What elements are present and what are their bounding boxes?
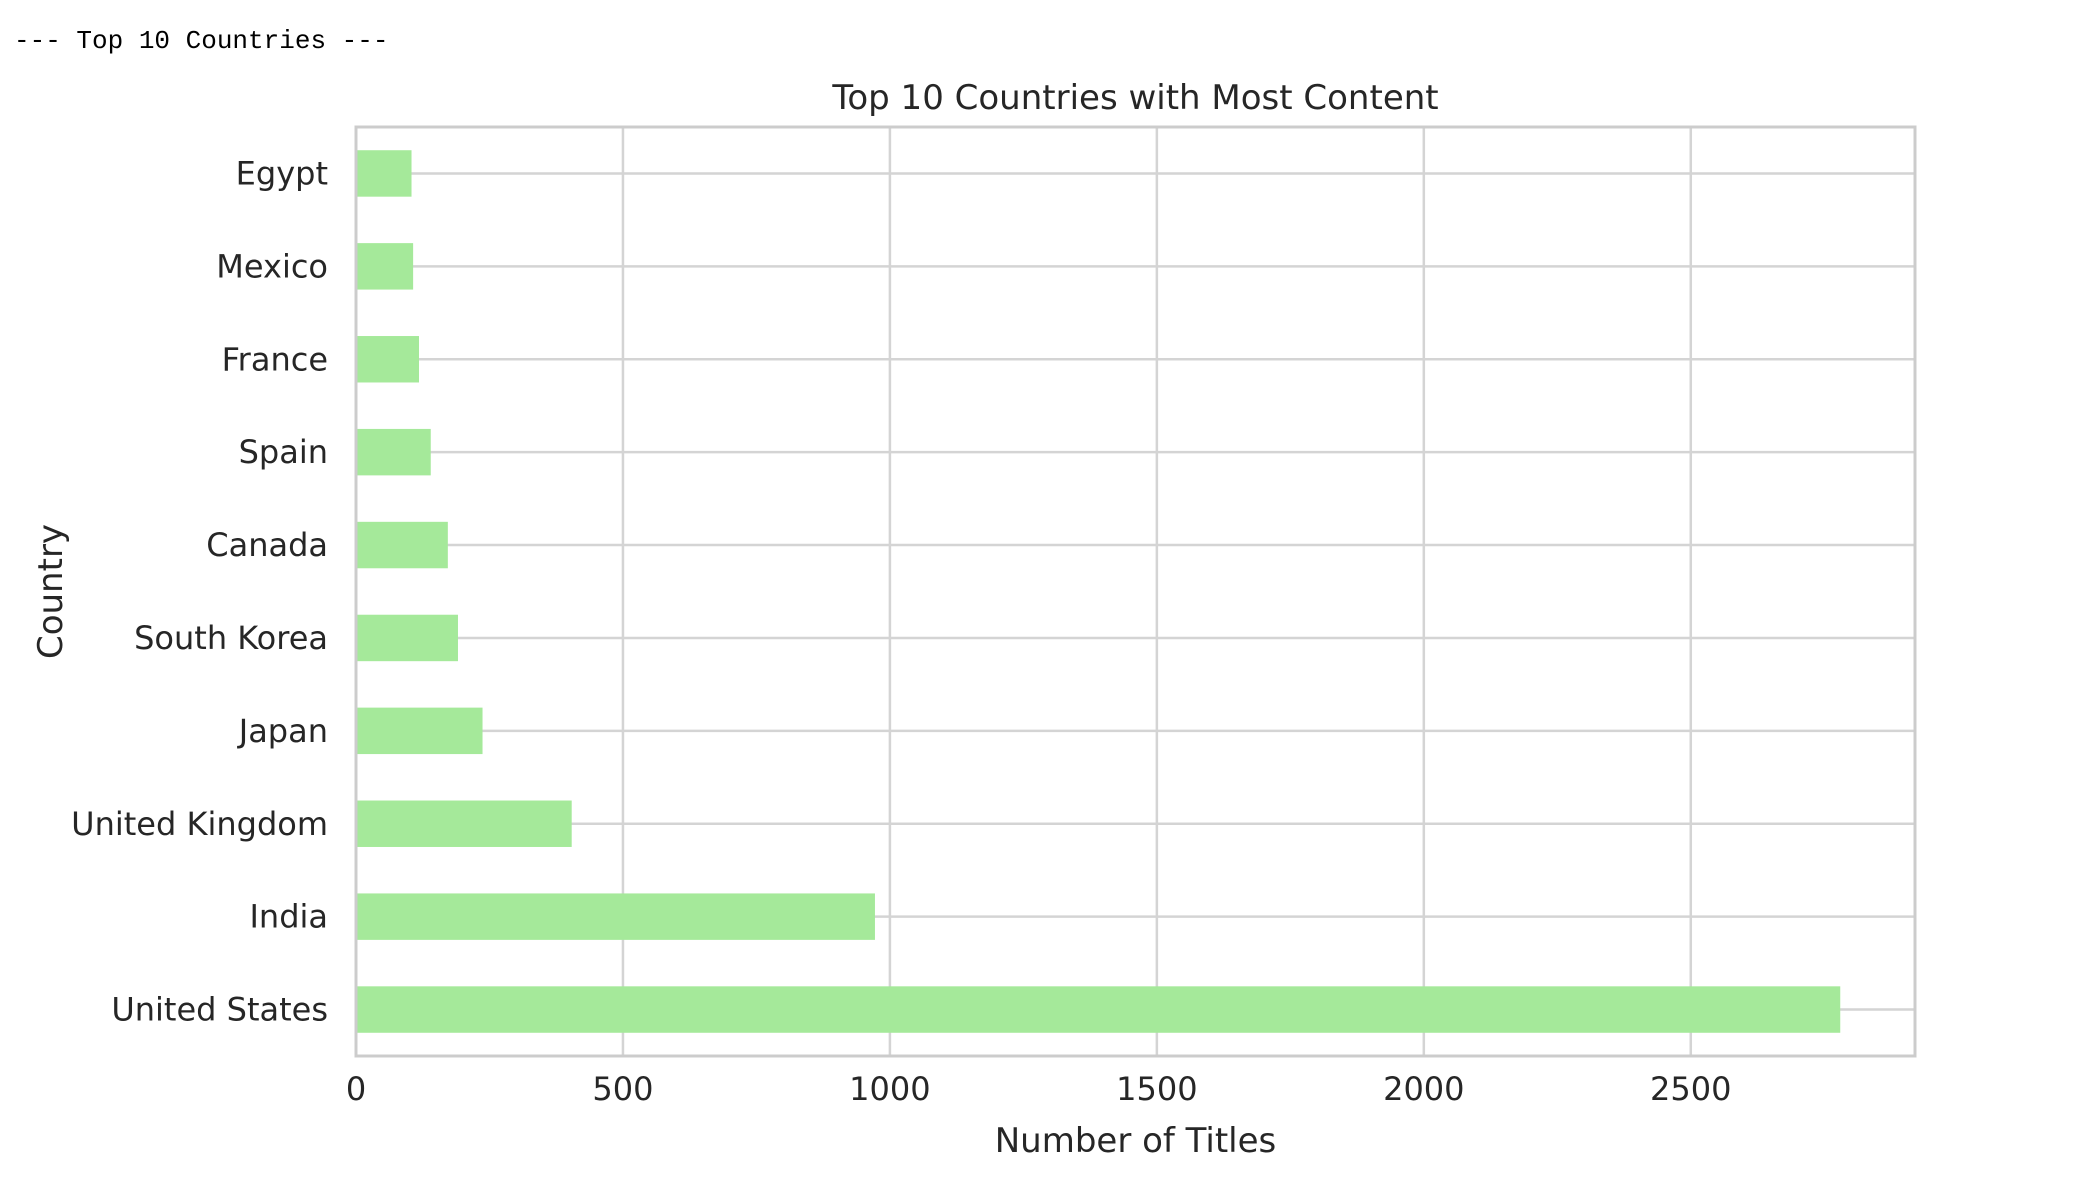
bar [356,428,431,476]
bar [356,150,412,197]
bar [356,986,1841,1033]
bar [356,707,483,755]
bar [356,243,414,290]
bar [356,521,448,569]
y-axis-label: Country [31,524,71,659]
x-tick-label: 1500 [1116,1070,1197,1108]
output-header: --- Top 10 Countries --- [14,26,389,56]
y-tick-label: United States [111,991,328,1029]
x-tick-label: 2000 [1383,1070,1464,1108]
bar [356,614,458,662]
bar [356,336,420,383]
y-tick-label: India [249,898,328,936]
y-tick-label: United Kingdom [71,805,328,843]
y-tick-label: South Korea [134,619,328,657]
y-tick-label: Egypt [236,154,328,192]
y-tick-label: Japan [237,712,328,750]
x-tick-label: 2500 [1650,1070,1731,1108]
chart-title: Top 10 Countries with Most Content [831,78,1438,118]
x-tick-label: 1000 [849,1070,930,1108]
y-tick-label: France [222,340,328,378]
y-tick-label: Mexico [216,247,328,285]
bars [356,150,1841,1033]
bar [356,800,572,847]
y-tick-labels: United States India United Kingdom Japan Sou… [71,154,328,1028]
x-tick-label: 0 [346,1070,366,1108]
y-tick-label: Spain [239,433,328,471]
x-tick-labels: 0 500 1000 1500 2000 2500 [346,1070,1732,1108]
x-tick-label: 500 [592,1070,653,1108]
x-axis-label: Number of Titles [995,1121,1277,1161]
plot-frame [354,125,1917,1058]
y-tick-label: Canada [206,526,328,564]
bar [356,893,875,940]
